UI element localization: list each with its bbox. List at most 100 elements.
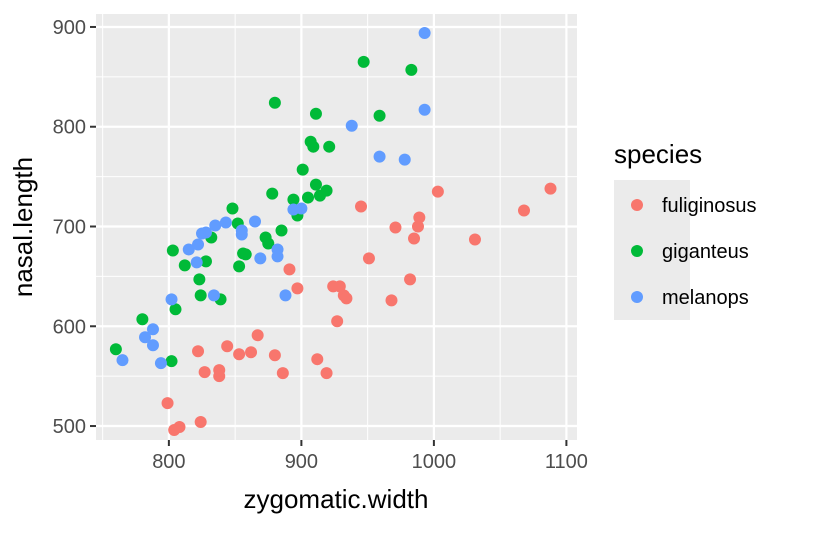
legend-label-giganteus: giganteus (662, 241, 749, 263)
point-fuliginosus (161, 397, 174, 410)
point-fuliginosus (385, 294, 398, 307)
point-melanops (219, 216, 232, 229)
point-melanops (199, 226, 212, 239)
point-fuliginosus (198, 366, 211, 379)
point-giganteus (405, 63, 418, 76)
point-melanops (116, 354, 129, 367)
point-melanops (146, 339, 159, 352)
point-fuliginosus (276, 367, 289, 380)
point-giganteus (178, 259, 191, 272)
point-melanops (182, 243, 195, 256)
point-fuliginosus (251, 329, 264, 342)
point-melanops (249, 215, 262, 228)
point-fuliginosus (213, 370, 226, 383)
point-giganteus (226, 202, 239, 215)
x-tick-label: 1000 (412, 451, 457, 473)
point-melanops (146, 323, 159, 336)
point-giganteus (199, 255, 212, 268)
legend-key-giganteus (631, 245, 643, 257)
point-giganteus (296, 163, 309, 176)
point-giganteus (193, 273, 206, 286)
point-fuliginosus (340, 292, 353, 305)
point-fuliginosus (245, 346, 258, 359)
point-fuliginosus (408, 232, 421, 245)
point-giganteus (307, 140, 320, 153)
point-melanops (373, 150, 386, 163)
x-tick-label: 900 (285, 451, 318, 473)
point-melanops (207, 289, 220, 302)
point-giganteus (239, 248, 252, 261)
legend-key-fuliginosus (631, 199, 643, 211)
point-melanops (271, 250, 284, 263)
point-fuliginosus (413, 211, 426, 224)
point-fuliginosus (331, 315, 344, 328)
point-melanops (345, 119, 358, 132)
point-melanops (295, 202, 308, 215)
point-fuliginosus (291, 282, 304, 295)
y-tick-label: 700 (53, 217, 86, 239)
y-tick-label: 900 (53, 17, 86, 39)
point-giganteus (323, 140, 336, 153)
legend-label-melanops: melanops (662, 287, 749, 309)
point-melanops (154, 357, 167, 370)
point-melanops (398, 153, 411, 166)
point-giganteus (320, 184, 333, 197)
point-giganteus (136, 313, 149, 326)
point-giganteus (302, 191, 315, 204)
legend-key-melanops (631, 291, 643, 303)
point-fuliginosus (194, 416, 207, 429)
point-giganteus (357, 55, 370, 68)
point-fuliginosus (173, 421, 186, 434)
point-fuliginosus (311, 353, 324, 366)
x-axis-label: zygomatic.width (244, 484, 429, 514)
point-melanops (418, 26, 431, 39)
point-fuliginosus (268, 349, 281, 362)
point-fuliginosus (431, 185, 444, 198)
point-giganteus (373, 109, 386, 122)
point-fuliginosus (283, 263, 296, 276)
point-melanops (192, 238, 205, 251)
legend-title: species (614, 139, 702, 169)
point-melanops (165, 293, 178, 306)
point-fuliginosus (544, 182, 557, 195)
point-fuliginosus (468, 233, 481, 246)
point-giganteus (268, 96, 281, 109)
point-giganteus (109, 343, 122, 356)
point-melanops (209, 219, 222, 232)
point-fuliginosus (333, 280, 346, 293)
y-axis-label: nasal.length (8, 157, 38, 297)
legend-label-fuliginosus: fuliginosus (662, 195, 757, 217)
point-melanops (254, 252, 267, 265)
point-fuliginosus (192, 345, 205, 358)
point-fuliginosus (362, 252, 375, 265)
point-giganteus (169, 303, 182, 316)
y-tick-label: 600 (53, 316, 86, 338)
point-fuliginosus (517, 204, 530, 217)
point-fuliginosus (389, 221, 402, 234)
point-giganteus (287, 193, 300, 206)
point-giganteus (262, 237, 275, 250)
point-melanops (418, 103, 431, 116)
data-points (109, 26, 557, 437)
point-fuliginosus (411, 220, 424, 233)
point-fuliginosus (320, 367, 333, 380)
point-giganteus (309, 107, 322, 120)
point-giganteus (233, 260, 246, 273)
point-fuliginosus (221, 340, 234, 353)
point-giganteus (266, 187, 279, 200)
point-melanops (235, 228, 248, 241)
point-giganteus (309, 178, 322, 191)
point-fuliginosus (404, 273, 417, 286)
legend: species fuliginosus giganteus melanops (614, 139, 757, 320)
x-tick-label: 800 (152, 451, 185, 473)
point-melanops (190, 256, 203, 269)
point-giganteus (165, 355, 178, 368)
point-melanops (279, 289, 292, 302)
point-giganteus (194, 289, 207, 302)
x-tick-label: 1100 (545, 451, 588, 473)
y-tick-label: 500 (53, 416, 86, 438)
point-fuliginosus (233, 348, 246, 361)
point-giganteus (275, 224, 288, 237)
axes: 800 900 1000 1100 500 600 700 800 900 (53, 17, 588, 473)
